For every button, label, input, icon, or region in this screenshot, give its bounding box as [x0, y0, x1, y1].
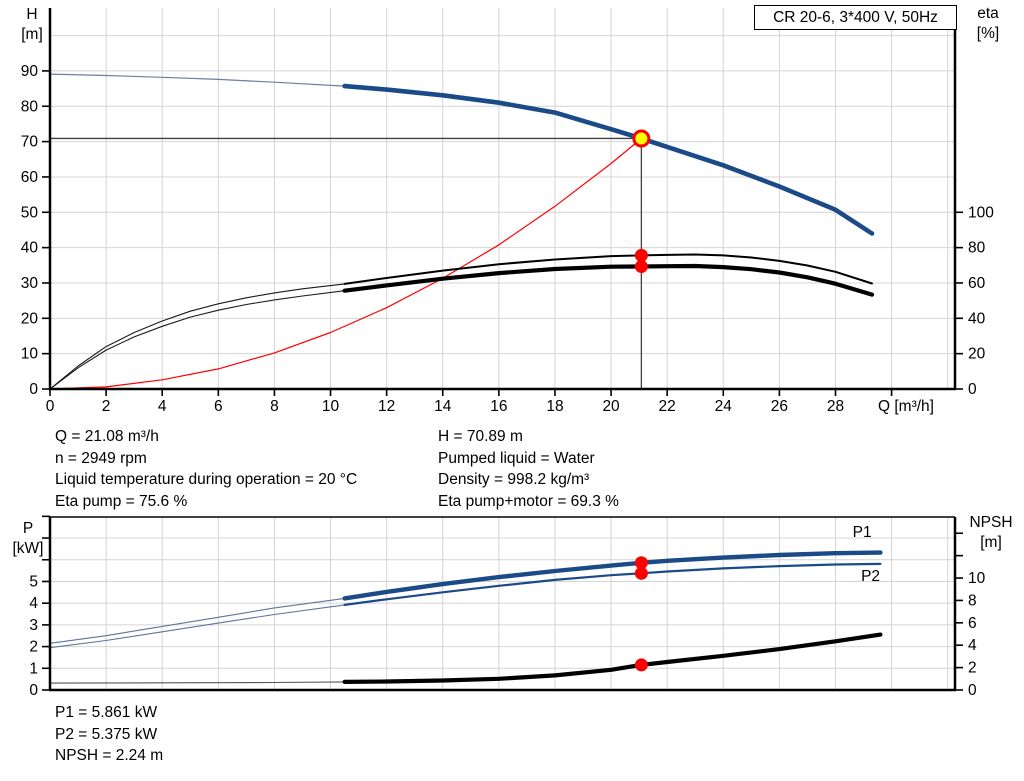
power-info: P1 = 5.861 kW P2 = 5.375 kW NPSH = 2.24 … [55, 702, 163, 767]
left-tick-label: 0 [29, 381, 38, 398]
h-axis-name: H [26, 6, 38, 23]
x-tick-label: 22 [659, 398, 676, 415]
p1-point [634, 556, 648, 570]
duty-info-left: Q = 21.08 m³/h n = 2949 rpm Liquid tempe… [55, 426, 357, 512]
eta-pump-point [634, 248, 648, 262]
eta-pump-curve [343, 253, 873, 285]
info-liquid-temperature: Liquid temperature during operation = 20… [55, 471, 358, 488]
series-label-p2: P2 [861, 568, 880, 585]
right-tick-label: 0 [968, 682, 977, 699]
right-tick-label: 4 [968, 637, 977, 654]
p2-curve [343, 562, 882, 607]
head-curve [342, 83, 875, 236]
left-tick-label: 50 [21, 204, 39, 221]
h-axis-unit: [m] [21, 26, 43, 43]
h-axis-label: H [m] [14, 5, 50, 45]
x-tick-label: 26 [771, 398, 788, 415]
right-tick-label: 40 [968, 310, 986, 327]
left-tick-label: 3 [29, 617, 38, 634]
npsh-axis-name: NPSH [969, 514, 1013, 531]
info-q: Q = 21.08 m³/h [55, 428, 159, 445]
npsh-curve [342, 632, 883, 685]
left-tick-label: 1 [29, 660, 38, 677]
left-tick-label: 80 [21, 98, 39, 115]
left-tick-label: 90 [21, 63, 39, 80]
right-tick-label: 6 [968, 615, 977, 632]
info-head: H = 70.89 m [438, 428, 523, 445]
eta-pump-motor-point [634, 260, 648, 274]
x-tick-label: 4 [158, 398, 167, 415]
right-tick-label: 20 [968, 346, 986, 363]
left-tick-label: 70 [21, 134, 39, 151]
left-tick-label: 5 [29, 573, 38, 590]
info-npsh: NPSH = 2.24 m [55, 747, 164, 764]
p-axis-unit: [kW] [12, 540, 44, 557]
p1-curve-low-flow [49, 597, 345, 644]
left-tick-label: 4 [29, 595, 38, 612]
x-tick-label: 16 [490, 398, 507, 415]
eta-pump-motor-curve [342, 263, 875, 297]
pump-model-title: CR 20-6, 3*400 V, 50Hz [754, 5, 957, 30]
p2-point [634, 566, 648, 580]
x-tick-label: 6 [214, 398, 223, 415]
left-tick-label: 20 [21, 310, 39, 327]
info-speed: n = 2949 rpm [55, 449, 147, 467]
right-tick-label: 8 [968, 592, 977, 609]
x-tick-label: 28 [827, 398, 844, 415]
npsh-axis-label: NPSH [m] [962, 513, 1020, 553]
info-pumped-liquid: Pumped liquid = Water [438, 449, 595, 467]
x-tick-label: 2 [102, 398, 111, 415]
x-tick-label: 10 [322, 398, 340, 415]
x-tick-label: 14 [434, 398, 452, 415]
info-eta-pump: Eta pump = 75.6 % [55, 492, 188, 510]
info-density: Density = 998.2 kg/m³ [438, 471, 590, 488]
system-curve [49, 138, 642, 390]
left-tick-label: 0 [29, 682, 38, 699]
p2-curve-low-flow [49, 604, 345, 649]
info-p2: P2 = 5.375 kW [55, 725, 158, 743]
left-tick-label: 60 [21, 169, 39, 186]
x-tick-label: 24 [715, 398, 733, 415]
left-tick-label: 40 [21, 240, 39, 257]
x-tick-label: 8 [270, 398, 279, 415]
p-axis-name: P [22, 520, 34, 537]
x-tick-label: 20 [602, 398, 620, 415]
eta-axis-label: eta [%] [966, 4, 1010, 44]
eta-axis-name: eta [977, 5, 999, 22]
left-tick-label: 30 [21, 275, 39, 292]
duty-point[interactable] [632, 129, 651, 148]
right-tick-label: 60 [968, 275, 986, 292]
right-tick-label: 2 [968, 660, 977, 677]
npsh-axis-unit: [m] [980, 534, 1002, 551]
eta-pump-curve-low-flow [49, 283, 345, 390]
head-curve-low-flow [49, 73, 345, 87]
npsh-curve-low-flow [49, 681, 345, 684]
right-tick-label: 80 [968, 240, 986, 257]
p-axis-label: P [kW] [8, 519, 48, 559]
npsh-point [634, 658, 648, 672]
series-label-p1: P1 [853, 524, 872, 541]
x-tick-label: 18 [546, 398, 563, 415]
info-p1: P1 = 5.861 kW [55, 704, 158, 721]
eta-axis-unit: [%] [976, 25, 1000, 42]
info-eta-pump-motor: Eta pump+motor = 69.3 % [438, 492, 619, 510]
right-tick-label: 0 [968, 381, 977, 398]
x-tick-label: 12 [378, 398, 395, 415]
left-tick-label: 2 [29, 639, 38, 656]
power-npsh-chart: 0 1 2 3 4 5 0 2 4 6 8 10 P1 P2 [29, 515, 986, 699]
x-tick-label: 0 [46, 398, 55, 415]
right-tick-label: 10 [968, 570, 986, 587]
right-tick-label: 100 [968, 204, 994, 221]
x-axis-title: Q [m³/h] [878, 398, 934, 415]
left-tick-label: 10 [21, 346, 39, 363]
p1-curve [342, 550, 883, 601]
duty-info-right: H = 70.89 m Pumped liquid = Water Densit… [438, 426, 619, 512]
pump-model-title-text: CR 20-6, 3*400 V, 50Hz [773, 8, 938, 26]
eta-pump-motor-curve-low-flow [49, 290, 345, 390]
